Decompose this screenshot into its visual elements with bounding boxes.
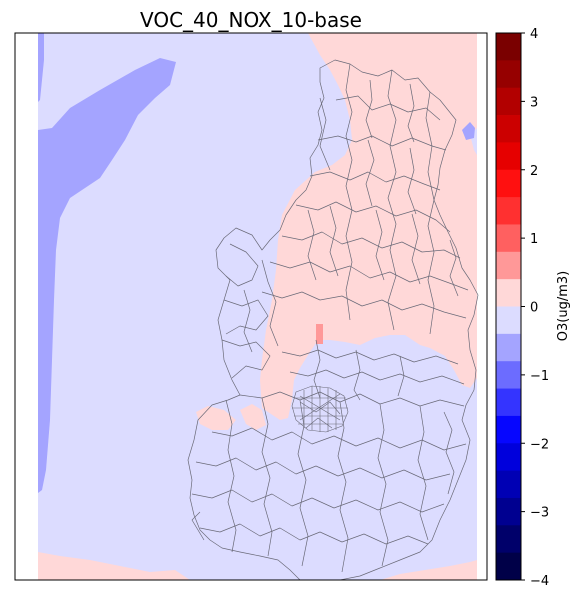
colorbar-tick-label: 2 [530, 164, 538, 179]
colorbar-band [496, 169, 521, 198]
colorbar-ticks: 4 3 2 1 0 −1 −2 −3 −4 [521, 27, 549, 589]
positive-region-northeast [260, 33, 477, 420]
admin-boundaries [187, 59, 479, 580]
positive-blob-mid [240, 404, 266, 430]
colorbar-band [496, 415, 521, 444]
colorbar-band [496, 470, 521, 499]
colorbar-tick-label: 0 [530, 301, 538, 316]
colorbar-band [496, 87, 521, 116]
colorbar-band [496, 197, 521, 225]
colorbar-tick-label: 1 [530, 232, 538, 247]
colorbar-tick-label: −4 [530, 574, 549, 589]
colorbar-tick-label: −1 [530, 369, 549, 384]
colorbar [496, 33, 521, 581]
colorbar-tick-label: −2 [530, 437, 549, 452]
map-title: VOC_40_NOX_10-base [140, 8, 362, 32]
colorbar-band [496, 361, 521, 389]
colorbar-band [496, 443, 521, 471]
map-frame [14, 32, 488, 581]
colorbar-band [496, 388, 521, 417]
colorbar-label: O3(ug/m3) [556, 271, 571, 341]
colorbar-band [496, 33, 521, 61]
colorbar-band [496, 251, 521, 280]
colorbar-band [496, 333, 521, 362]
colorbar-band [496, 306, 521, 335]
colorbar-tick-label: 3 [530, 95, 538, 110]
colorbar-band [496, 279, 521, 307]
colorbar-band [496, 525, 521, 554]
positive-spot-strong [316, 324, 323, 344]
colorbar-tick-label: −3 [530, 506, 549, 521]
city-center-boundaries [291, 385, 349, 433]
colorbar-tick-label: 4 [530, 27, 538, 42]
colorbar-band [496, 60, 521, 89]
colorbar-band [496, 115, 521, 143]
negative-blob-northeast [462, 122, 475, 140]
map-area [15, 33, 487, 580]
colorbar-band [496, 142, 521, 171]
positive-band-south [38, 552, 477, 580]
colorbar-band [496, 552, 521, 581]
positive-blob-west [196, 406, 236, 430]
negative-region-west [38, 33, 176, 493]
colorbar-band [496, 224, 521, 253]
colorbar-band [496, 497, 521, 526]
